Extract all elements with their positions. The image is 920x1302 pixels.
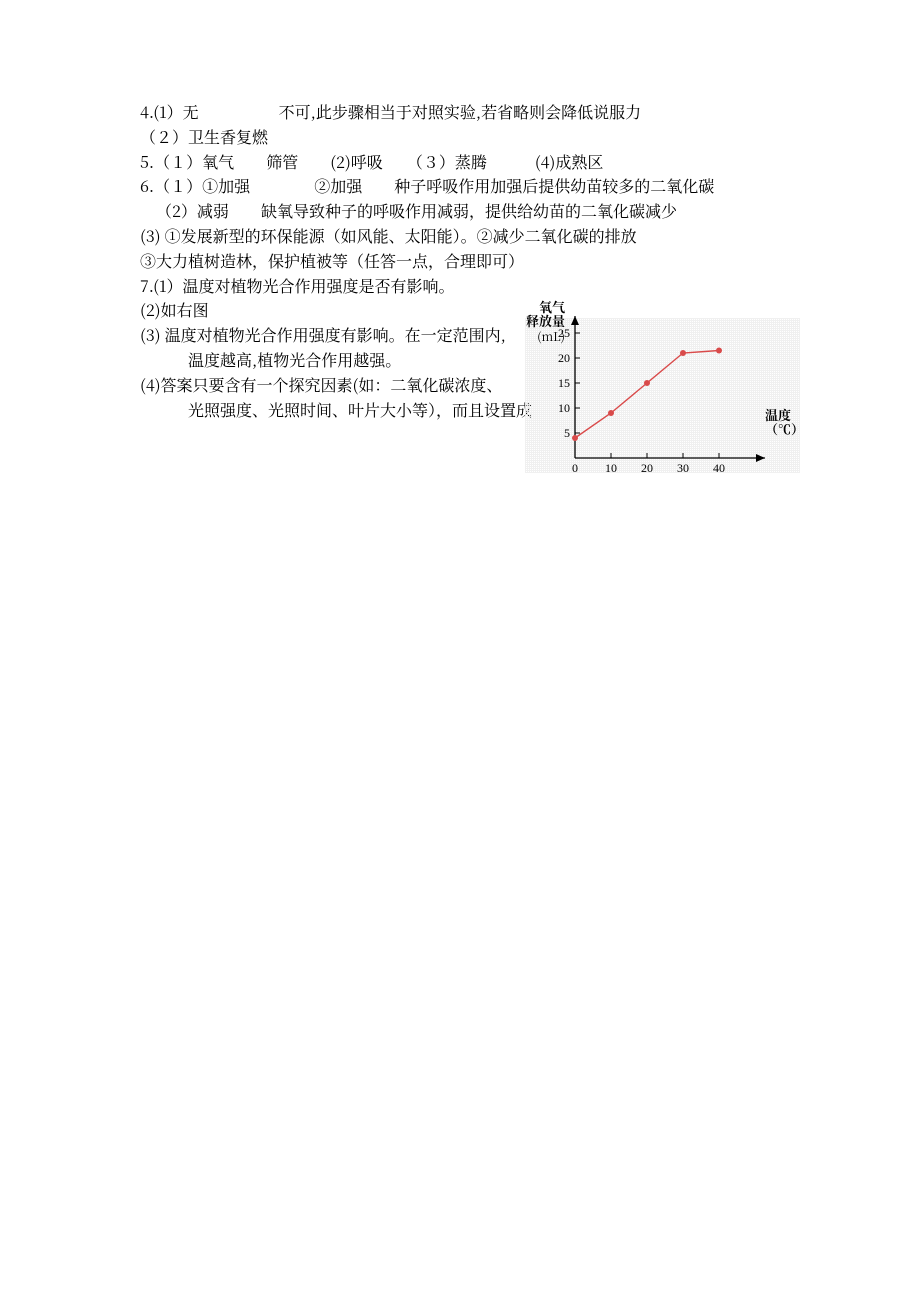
svg-text:20: 20 xyxy=(641,461,653,475)
svg-text:5: 5 xyxy=(564,426,570,440)
svg-text:0: 0 xyxy=(572,461,578,475)
q4-line2: （２）卫生香复燃 xyxy=(140,125,780,150)
q6-1b: ②加强 xyxy=(314,174,362,197)
page: 4.(1）无 不可,此步骤相当于对照实验,若省略则会降低说服力 （２）卫生香复燃… xyxy=(0,0,920,1302)
q6-2a: （2）减弱 xyxy=(156,199,229,222)
svg-text:30: 30 xyxy=(677,461,689,475)
q5-line: 5.（１）氧气 筛管 (2)呼吸 （３）蒸腾 (4)成熟区 xyxy=(140,150,780,175)
svg-text:10: 10 xyxy=(605,461,617,475)
svg-text:40: 40 xyxy=(713,461,725,475)
q5-1b: 筛管 xyxy=(266,150,298,173)
q5-1a: 5.（１）氧气 xyxy=(140,150,234,173)
chart-svg: 0 10 20 30 40 5 10 15 20 25 xyxy=(520,288,810,498)
q4-1-prefix: 4.(1）无 xyxy=(140,100,199,123)
svg-text:15: 15 xyxy=(558,376,570,390)
q4-line1: 4.(1）无 不可,此步骤相当于对照实验,若省略则会降低说服力 xyxy=(140,100,780,125)
svg-text:20: 20 xyxy=(558,351,570,365)
oxygen-vs-temperature-chart: 氧气 释放量 (mL) 温度 （℃） 010203040510152025 xyxy=(520,288,810,498)
svg-text:25: 25 xyxy=(558,326,570,340)
q4-1-suffix: 不可,此步骤相当于对照实验,若省略则会降低说服力 xyxy=(279,100,641,123)
q6-line3: (3) ①发展新型的环保能源（如风能、太阳能）。②减少二氧化碳的排放 xyxy=(140,224,780,249)
q6-line2: （2）减弱 缺氧导致种子的呼吸作用减弱，提供给幼苗的二氧化碳减少 xyxy=(140,199,780,224)
q5-2: (2)呼吸 xyxy=(330,150,383,173)
q6-2b: 缺氧导致种子的呼吸作用减弱，提供给幼苗的二氧化碳减少 xyxy=(261,199,677,222)
svg-text:10: 10 xyxy=(558,401,570,415)
q5-3: （３）蒸腾 xyxy=(415,150,487,173)
q6-1c: 种子呼吸作用加强后提供幼苗较多的二氧化碳 xyxy=(394,174,714,197)
q6-1a: 6.（１）①加强 xyxy=(140,174,250,197)
q5-4: (4)成熟区 xyxy=(535,150,604,173)
q6-line1: 6.（１）①加强 ②加强 种子呼吸作用加强后提供幼苗较多的二氧化碳 xyxy=(140,174,780,199)
q6-line4: ③大力植树造林，保护植被等（任答一点，合理即可） xyxy=(140,249,780,274)
